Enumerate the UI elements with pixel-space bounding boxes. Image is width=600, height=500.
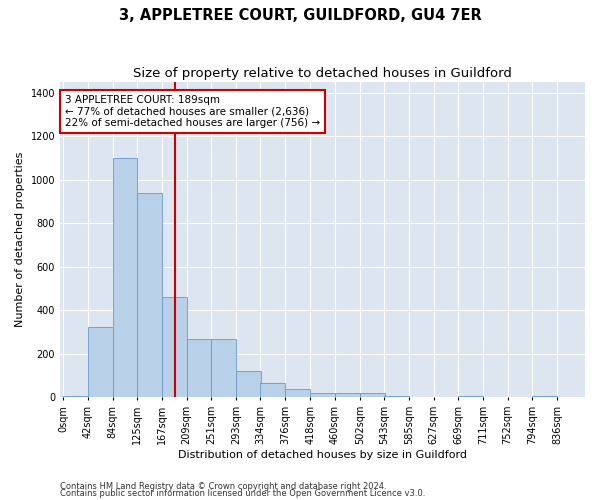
Bar xyxy=(137,192,162,398)
Bar xyxy=(384,396,409,398)
Bar xyxy=(211,338,236,398)
Bar xyxy=(335,393,360,398)
Bar xyxy=(236,371,261,398)
Text: Contains HM Land Registry data © Crown copyright and database right 2024.: Contains HM Land Registry data © Crown c… xyxy=(60,482,386,491)
Text: 3 APPLETREE COURT: 189sqm
← 77% of detached houses are smaller (2,636)
22% of se: 3 APPLETREE COURT: 189sqm ← 77% of detac… xyxy=(65,94,320,128)
Title: Size of property relative to detached houses in Guildford: Size of property relative to detached ho… xyxy=(133,68,512,80)
Bar xyxy=(88,326,113,398)
Bar xyxy=(285,388,310,398)
Bar xyxy=(187,338,211,398)
Bar xyxy=(260,383,285,398)
Y-axis label: Number of detached properties: Number of detached properties xyxy=(15,152,25,327)
X-axis label: Distribution of detached houses by size in Guildford: Distribution of detached houses by size … xyxy=(178,450,467,460)
Text: 3, APPLETREE COURT, GUILDFORD, GU4 7ER: 3, APPLETREE COURT, GUILDFORD, GU4 7ER xyxy=(119,8,481,22)
Bar xyxy=(113,158,137,398)
Bar xyxy=(458,396,484,398)
Bar xyxy=(310,393,335,398)
Text: Contains public sector information licensed under the Open Government Licence v3: Contains public sector information licen… xyxy=(60,489,425,498)
Bar xyxy=(63,396,88,398)
Bar xyxy=(360,393,385,398)
Bar xyxy=(532,396,557,398)
Bar xyxy=(162,297,187,398)
